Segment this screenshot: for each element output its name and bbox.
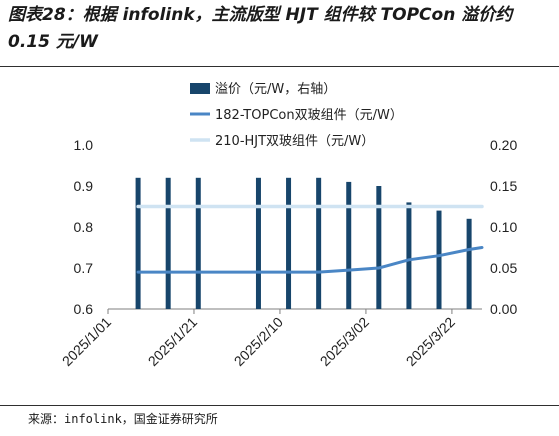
- line-topcon: [136, 246, 484, 274]
- x-tick-label: 2025/3/02: [317, 314, 373, 370]
- bar-premium: [346, 181, 352, 309]
- source-note: 来源：infolink，国金证券研究所: [28, 412, 218, 426]
- y-right-tick-label: 0.20: [490, 137, 517, 153]
- bar-premium: [135, 177, 141, 309]
- x-tick-label: 2025/1/01: [59, 314, 115, 370]
- bar-premium: [316, 177, 322, 309]
- bar-premium: [436, 210, 442, 309]
- legend-label: 182-TOPCon双玻组件（元/W）: [215, 108, 403, 123]
- y-left-tick-label: 1.0: [74, 137, 94, 153]
- legend-label: 210-HJT双玻组件（元/W）: [215, 134, 374, 149]
- y-left-tick-label: 0.9: [74, 178, 94, 194]
- y-right-tick-label: 0.15: [490, 178, 517, 194]
- x-tick-label: 2025/1/21: [145, 314, 201, 370]
- legend-swatch-premium: [190, 83, 210, 94]
- y-right-tick-label: 0.00: [490, 301, 517, 317]
- chart-title: 图表28：根据 infolink，主流版型 HJT 组件较 TOPCon 溢价约…: [8, 5, 513, 52]
- source-divider: [0, 405, 559, 406]
- bar-premium: [195, 177, 201, 309]
- y-right-tick-label: 0.10: [490, 219, 517, 235]
- bar-premium: [466, 218, 472, 309]
- title-divider: [0, 66, 559, 67]
- bar-premium: [255, 177, 261, 309]
- bar-premium: [406, 202, 412, 309]
- x-tick-label: 2025/3/22: [403, 314, 459, 370]
- y-left-tick-label: 0.8: [74, 219, 94, 235]
- x-tick-label: 2025/2/10: [231, 314, 287, 370]
- bar-premium: [286, 177, 292, 309]
- bar-premium: [165, 177, 171, 309]
- y-right-tick-label: 0.05: [490, 260, 517, 276]
- bar-premium: [376, 186, 382, 309]
- y-left-tick-label: 0.7: [74, 260, 94, 276]
- y-left-tick-label: 0.6: [74, 301, 94, 317]
- legend-label: 溢价（元/W，右轴）: [215, 82, 336, 97]
